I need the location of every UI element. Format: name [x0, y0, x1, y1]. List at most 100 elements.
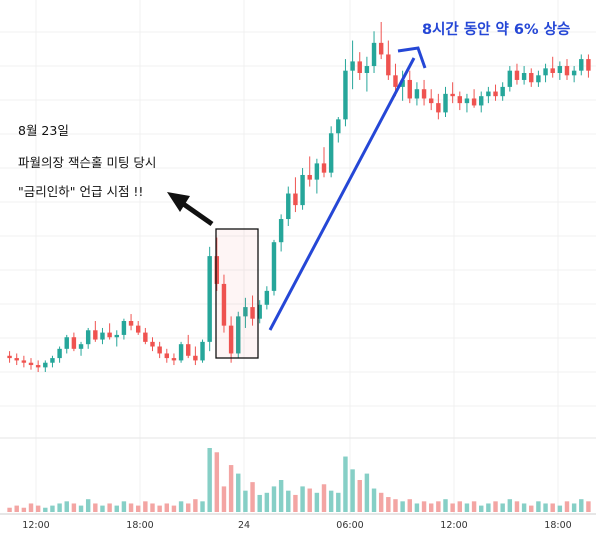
- candle-body: [428, 98, 434, 104]
- candle: [571, 66, 577, 83]
- volume-bar: [164, 503, 170, 512]
- candle-body: [114, 334, 119, 338]
- candle-body: [357, 61, 362, 73]
- candle: [378, 22, 384, 60]
- candle: [514, 63, 520, 85]
- candle: [414, 82, 420, 106]
- candle: [328, 126, 334, 178]
- candle-body: [471, 98, 477, 106]
- candle: [135, 321, 141, 335]
- candle-body: [100, 332, 105, 340]
- candle-body: [493, 91, 498, 97]
- volume-bar: [193, 499, 198, 512]
- candle-body: [393, 75, 398, 87]
- candle-body: [500, 86, 505, 97]
- volume-bar: [557, 505, 563, 512]
- candle: [143, 327, 148, 345]
- volume-bar: [121, 501, 127, 512]
- volume-bar: [214, 452, 220, 512]
- volume-bar: [471, 501, 477, 512]
- candle: [150, 337, 155, 352]
- candlestick-series: [7, 22, 591, 372]
- volume-bar: [457, 501, 463, 512]
- candle: [257, 300, 262, 324]
- candle-body: [507, 70, 513, 87]
- volume-bar: [564, 501, 570, 512]
- time-tick-label: 06:00: [336, 520, 363, 531]
- volume-bar: [450, 503, 455, 512]
- candle-body: [586, 59, 591, 71]
- candle-body: [400, 79, 405, 87]
- volume-bar: [207, 448, 212, 512]
- volume-bar: [271, 486, 277, 512]
- candle: [471, 89, 477, 108]
- candle: [529, 68, 534, 87]
- candle: [21, 355, 27, 368]
- candle-body: [193, 355, 198, 361]
- note-quote: "금리인하" 언급 시점 !!: [18, 184, 144, 199]
- candle: [64, 334, 69, 354]
- candle: [586, 54, 591, 78]
- candle: [507, 66, 513, 92]
- time-axis-labels: 12:00 18:00 24 06:00 12:00 18:00: [22, 520, 571, 531]
- volume-bar: [135, 505, 141, 512]
- volume-bar: [78, 505, 84, 512]
- volume-bar: [257, 494, 262, 512]
- candle-body: [514, 70, 520, 80]
- candle-body: [21, 360, 27, 363]
- volume-bar: [443, 499, 448, 512]
- highlight-box: [215, 228, 259, 359]
- candle-body: [35, 365, 41, 368]
- volume-bar: [178, 501, 184, 512]
- volume-bar: [521, 503, 527, 512]
- candle-body: [486, 91, 491, 97]
- candle: [464, 93, 470, 113]
- candle: [100, 327, 105, 345]
- volume-bar: [486, 503, 491, 512]
- volume-bar: [221, 486, 227, 512]
- candle-body: [128, 321, 134, 326]
- candle: [307, 156, 312, 187]
- rise-headline: 8시간 동안 약 6% 상승: [422, 22, 571, 38]
- volume-bar: [243, 490, 248, 512]
- candle-body: [464, 98, 470, 104]
- volume-bar: [350, 469, 355, 512]
- candle: [428, 89, 434, 111]
- candle-body: [107, 332, 112, 338]
- candle-body: [243, 307, 248, 317]
- candle-body: [521, 72, 527, 80]
- volume-bar: [57, 503, 62, 512]
- volume-bar: [93, 503, 98, 512]
- candle: [14, 353, 19, 366]
- candle: [543, 63, 548, 83]
- candle-body: [414, 89, 420, 99]
- candle: [407, 70, 412, 104]
- candle: [443, 86, 448, 118]
- volume-bar: [479, 505, 484, 512]
- candle: [400, 70, 405, 101]
- volume-bar: [236, 473, 241, 512]
- candle: [193, 346, 198, 366]
- time-tick-label: 18:00: [126, 520, 153, 531]
- candle-body: [328, 133, 334, 173]
- volume-bar: [264, 492, 270, 512]
- candle: [300, 168, 305, 210]
- candle: [85, 327, 91, 349]
- candle-body: [264, 290, 270, 305]
- candle: [550, 56, 555, 78]
- candle-body: [178, 344, 184, 361]
- candle: [436, 93, 441, 120]
- candle-body: [436, 103, 441, 113]
- volume-bar: [150, 503, 155, 512]
- candle-body: [278, 219, 284, 243]
- volume-bar: [343, 456, 348, 512]
- candle-body: [314, 163, 320, 180]
- candle-body: [579, 59, 584, 71]
- candle: [57, 346, 62, 363]
- candle: [28, 358, 34, 370]
- candle-body: [57, 348, 62, 359]
- candle: [350, 40, 355, 90]
- candle: [157, 341, 162, 359]
- candle-body: [135, 325, 141, 333]
- volume-bar: [186, 503, 191, 512]
